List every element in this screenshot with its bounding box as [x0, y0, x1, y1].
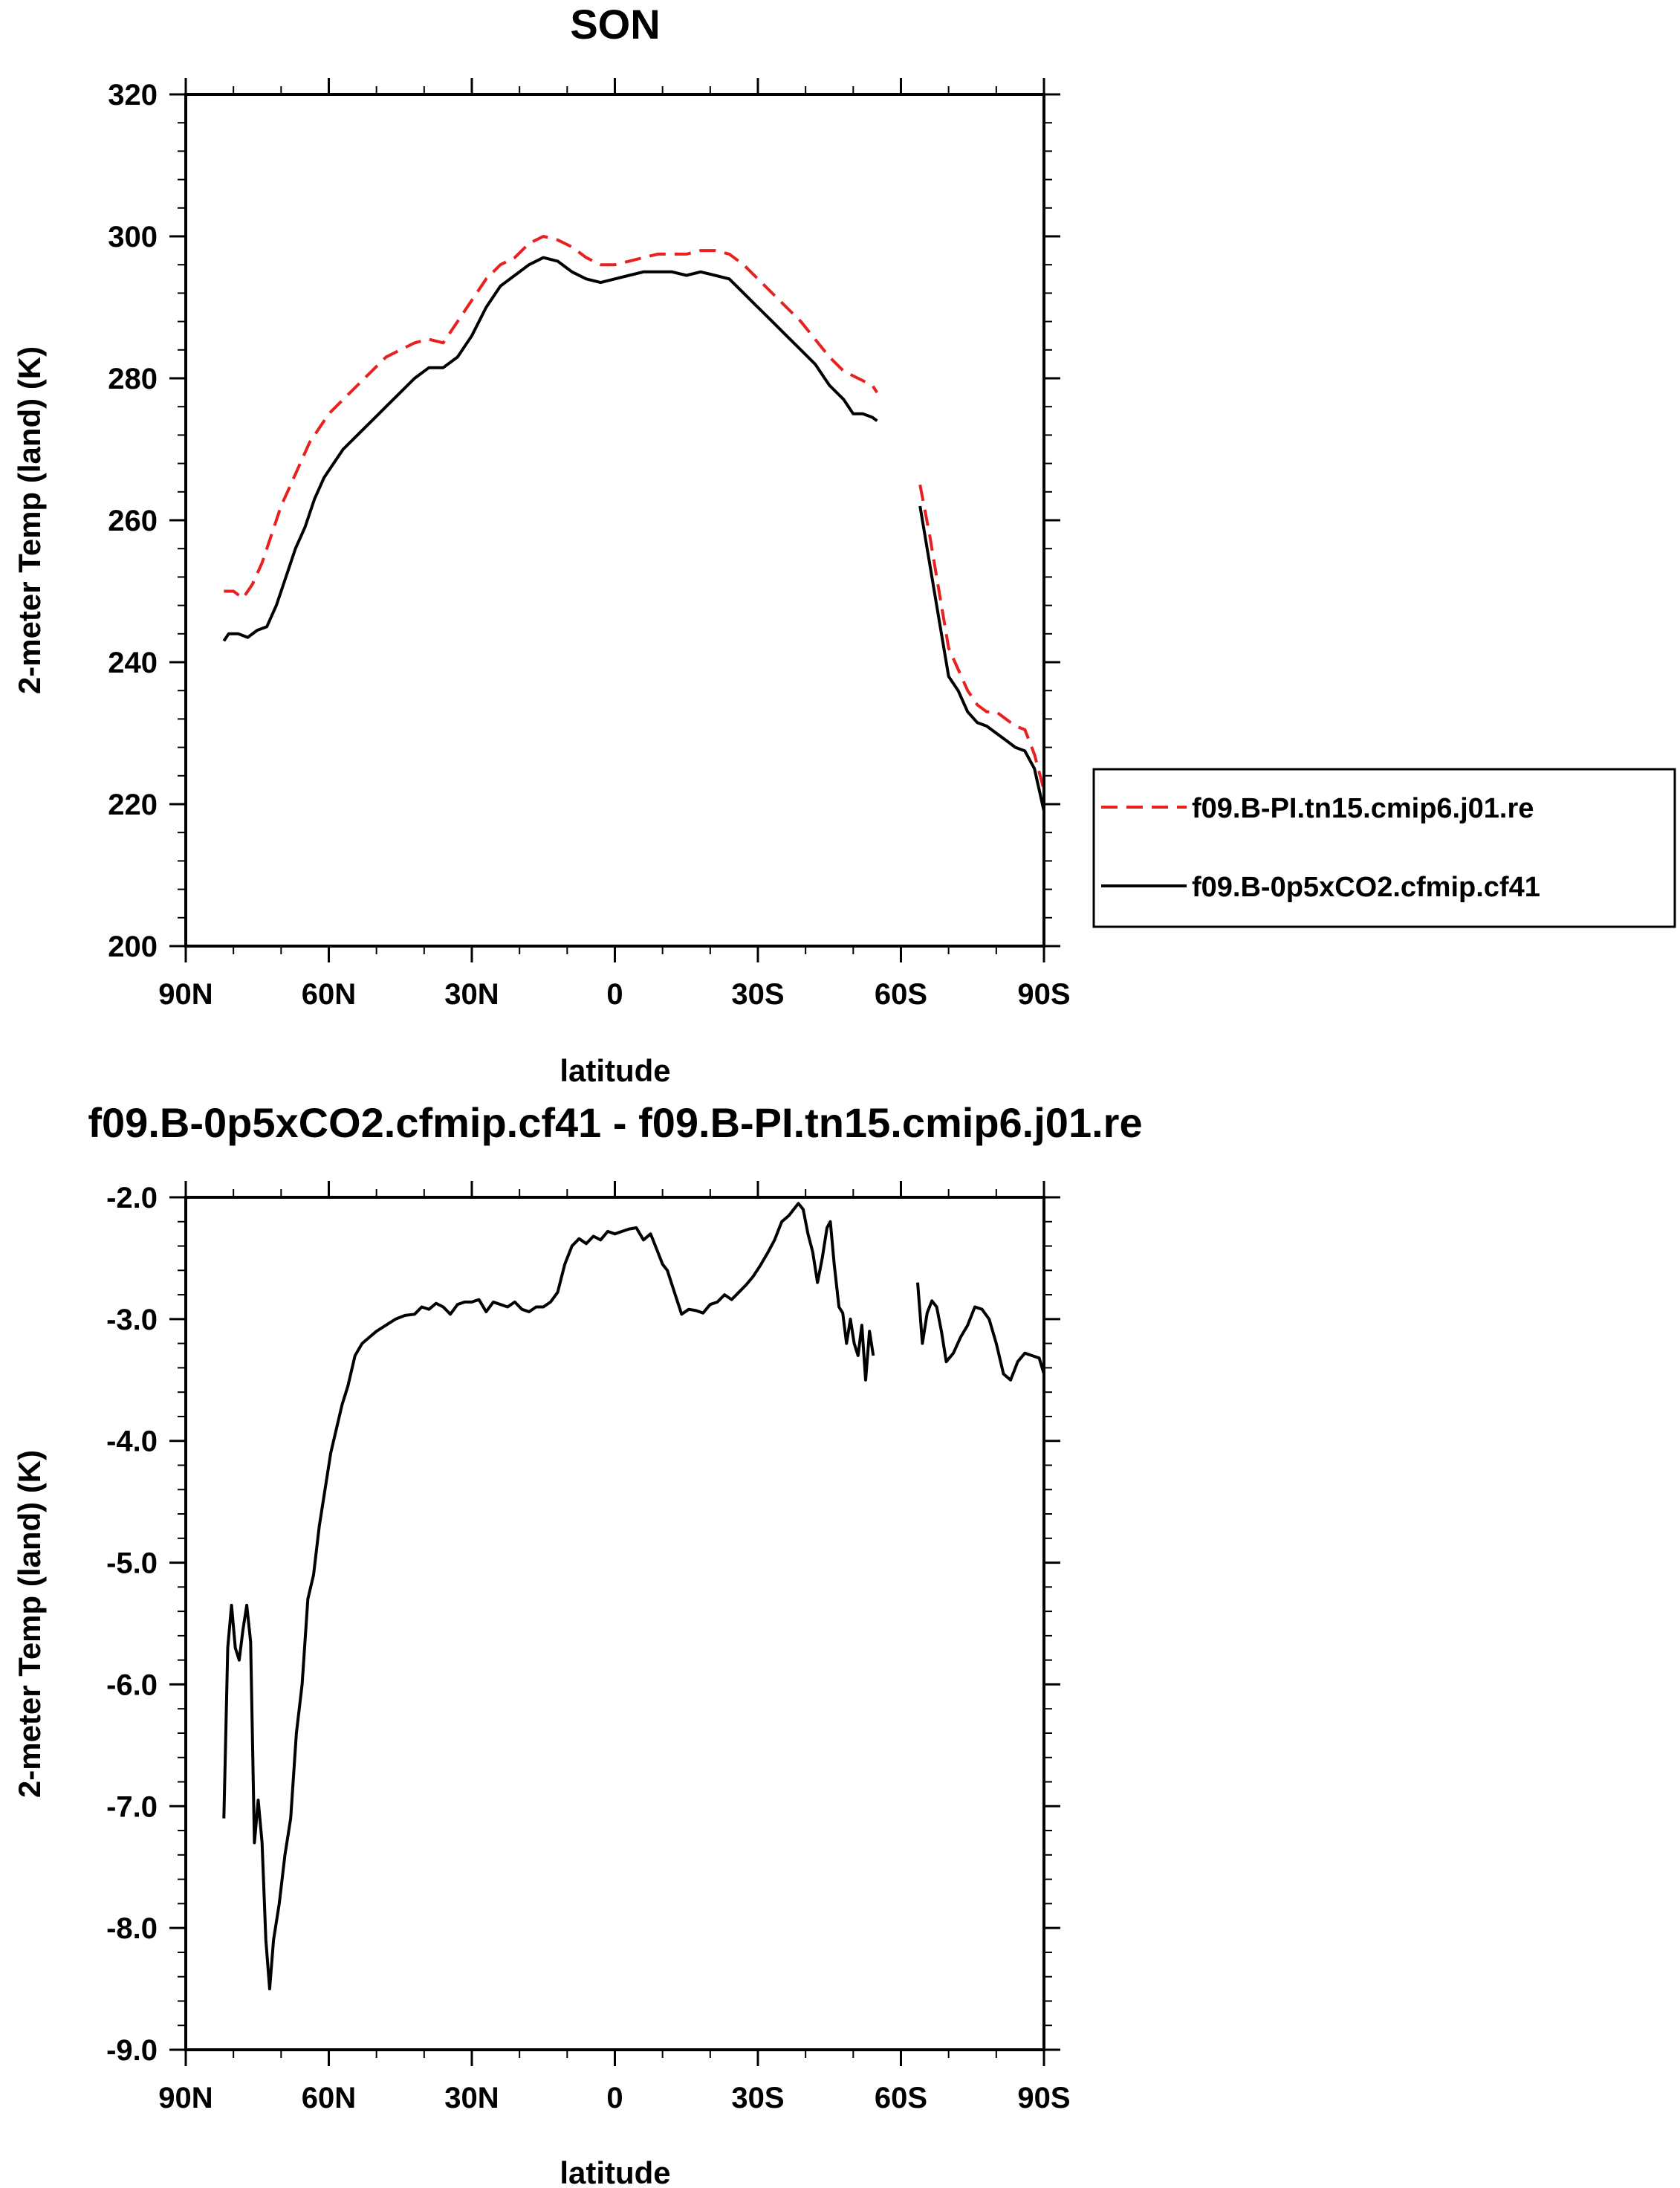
panel-2-title: f09.B-0p5xCO2.cfmip.cf41 - f09.B-PI.tn15… — [88, 1099, 1142, 1146]
panel-2-series — [222, 1202, 1045, 1991]
legend: f09.B-PI.tn15.cmip6.j01.re f09.B-0p5xCO2… — [1092, 768, 1676, 928]
p2-x-tick-label: 0 — [606, 2082, 623, 2114]
panel-2-tick-labels: 90N 60N 30N 0 30S 60S 90S -9.0 -8.0 -7.0 -6.0 -5.0 -… — [106, 1182, 1071, 2114]
p1-series-line-2 — [918, 484, 1045, 791]
panel-1-ticks — [169, 78, 1060, 962]
p1-x-tick-label: 0 — [606, 978, 623, 1011]
p1-y-tick-label: 220 — [108, 789, 158, 821]
panel-1-series — [222, 235, 1045, 812]
p2-y-tick-label: -8.0 — [106, 1912, 158, 1945]
p1-x-tick-label: 90S — [1017, 978, 1070, 1011]
p2-series-line-0 — [222, 1202, 875, 1991]
p2-y-tick-label: -6.0 — [106, 1668, 158, 1701]
panel-2-frame — [184, 1196, 1045, 2051]
p2-y-tick-label: -9.0 — [106, 2034, 158, 2067]
temperature-panel: SON 90N 60N 30N 0 30S 60S 90S 200 220 240 260 280 30… — [12, 1, 1071, 1088]
p1-y-tick-label: 240 — [108, 647, 158, 679]
p1-y-tick-label: 260 — [108, 505, 158, 537]
p1-series-line-0 — [224, 235, 879, 600]
p1-x-tick-label: 60S — [875, 978, 927, 1011]
legend-box — [1092, 768, 1676, 928]
p2-x-tick-label: 90S — [1017, 2082, 1070, 2114]
p1-x-tick-label: 30S — [731, 978, 784, 1011]
panel-1-x-axis-label: latitude — [560, 1053, 670, 1088]
legend-entry-0: f09.B-PI.tn15.cmip6.j01.re — [1192, 793, 1534, 824]
p2-x-tick-label: 90N — [158, 2082, 213, 2114]
difference-panel: f09.B-0p5xCO2.cfmip.cf41 - f09.B-PI.tn15… — [12, 1099, 1143, 2188]
p2-series-line-1 — [916, 1282, 1045, 1382]
p1-x-tick-label: 90N — [158, 978, 213, 1011]
p2-y-tick-label: -7.0 — [106, 1790, 158, 1823]
p1-y-tick-label: 300 — [108, 221, 158, 253]
legend-entry-1: f09.B-0p5xCO2.cfmip.cf41 — [1192, 872, 1540, 903]
p2-y-tick-label: -3.0 — [106, 1304, 158, 1336]
p1-x-tick-label: 60N — [302, 978, 356, 1011]
panel-1-y-axis-label: 2-meter Temp (land) (K) — [12, 346, 47, 694]
p2-x-tick-label: 60S — [875, 2082, 927, 2114]
p2-y-tick-label: -2.0 — [106, 1182, 158, 1214]
p1-series-line-1 — [222, 256, 878, 642]
p1-series-line-3 — [918, 505, 1045, 812]
p1-x-tick-label: 30N — [444, 978, 499, 1011]
p2-x-tick-label: 30S — [731, 2082, 784, 2114]
p1-y-tick-label: 280 — [108, 363, 158, 395]
p2-x-tick-label: 30N — [444, 2082, 499, 2114]
p2-y-tick-label: -4.0 — [106, 1425, 158, 1458]
panel-2-x-axis-label: latitude — [560, 2155, 670, 2188]
panel-1-frame — [184, 93, 1045, 948]
panel-2-y-axis-label: 2-meter Temp (land) (K) — [12, 1450, 47, 1798]
panel-1-title: SON — [570, 1, 660, 48]
p1-y-tick-label: 200 — [108, 930, 158, 963]
p2-x-tick-label: 60N — [302, 2082, 356, 2114]
p1-y-tick-label: 320 — [108, 79, 158, 111]
panel-1-tick-labels: 90N 60N 30N 0 30S 60S 90S 200 220 240 260 280 300 320 — [108, 79, 1070, 1011]
p2-y-tick-label: -5.0 — [106, 1547, 158, 1580]
